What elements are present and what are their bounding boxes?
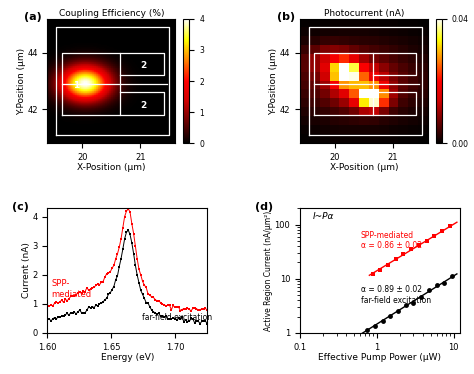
X-axis label: Effective Pump Power (μW): Effective Pump Power (μW) bbox=[319, 353, 441, 362]
X-axis label: X-Position (μm): X-Position (μm) bbox=[329, 163, 398, 172]
Text: I~Pα: I~Pα bbox=[313, 212, 334, 221]
Text: SPP-
mediated: SPP- mediated bbox=[51, 279, 91, 298]
Title: Photocurrent (nA): Photocurrent (nA) bbox=[324, 9, 404, 18]
Text: 2: 2 bbox=[140, 101, 146, 110]
Y-axis label: Y-Position (μm): Y-Position (μm) bbox=[17, 47, 26, 114]
X-axis label: Energy (eV): Energy (eV) bbox=[100, 353, 154, 362]
Y-axis label: Y-Position (μm): Y-Position (μm) bbox=[269, 47, 278, 114]
Text: (b): (b) bbox=[277, 12, 295, 22]
Text: 1: 1 bbox=[73, 81, 80, 90]
Y-axis label: Current (nA): Current (nA) bbox=[22, 243, 31, 298]
Text: α = 0.89 ± 0.02
far-field excitation: α = 0.89 ± 0.02 far-field excitation bbox=[361, 285, 431, 305]
Y-axis label: Active Region Current (nA/μm²): Active Region Current (nA/μm²) bbox=[264, 211, 273, 331]
Text: (a): (a) bbox=[24, 12, 42, 22]
X-axis label: X-Position (μm): X-Position (μm) bbox=[77, 163, 146, 172]
Text: (c): (c) bbox=[12, 202, 29, 212]
Text: SPP-mediated
α = 0.86 ± 0.02: SPP-mediated α = 0.86 ± 0.02 bbox=[361, 231, 422, 250]
Text: 2: 2 bbox=[140, 61, 146, 70]
Text: (d): (d) bbox=[255, 202, 273, 212]
Text: far-field excitation: far-field excitation bbox=[142, 313, 212, 322]
Title: Coupling Efficiency (%): Coupling Efficiency (%) bbox=[59, 9, 164, 18]
